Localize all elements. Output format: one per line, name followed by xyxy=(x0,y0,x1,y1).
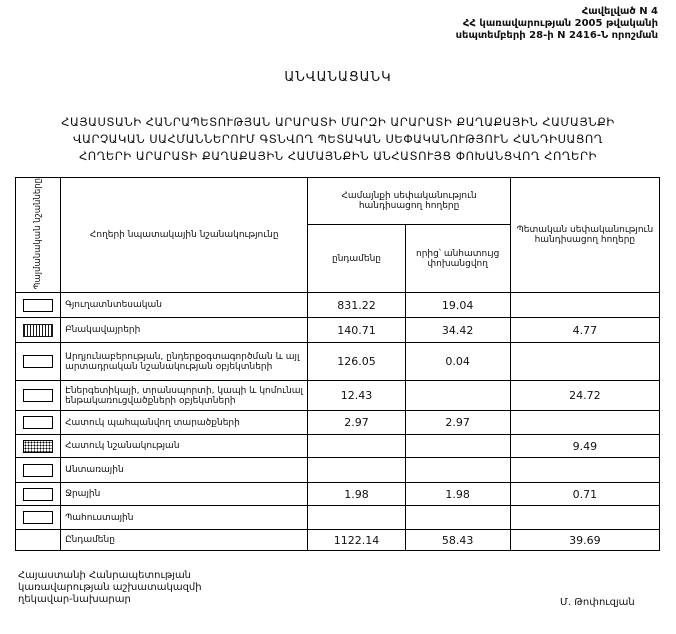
purpose-cell: Հատուկ նշանակության xyxy=(60,434,309,459)
purpose-cell: Արդյունաբերության, ընդերքօգտագործման և ա… xyxy=(60,342,309,382)
purpose-cell: Պահուստային xyxy=(60,505,309,531)
purpose-cell: Հատուկ պահպանվող տարածքների xyxy=(60,410,309,436)
subtitle-line: ՎԱՐՉԱԿԱՆ ՍԱՀՄԱՆՆԵՐՈՒՄ ԳՏՆՎՈՂ ՊԵՏԱԿԱՆ ՍԵՓ… xyxy=(73,132,603,146)
purpose-header: Հողերի նպատակային նշանակությունը xyxy=(60,176,309,294)
total-value: 1122.14 xyxy=(307,529,406,552)
value-cell: 140.71 xyxy=(307,317,406,344)
value-cell xyxy=(307,505,406,531)
table-row: Գյուղատնտեսական 831.22 19.04 xyxy=(14,292,661,319)
symbol-cell xyxy=(14,434,62,459)
purpose-cell: Բնակավայրերի xyxy=(60,317,309,344)
symbol-icon xyxy=(23,439,54,453)
total-row: Ընդամենը 1122.14 58.43 39.69 xyxy=(14,529,661,552)
symbol-icon xyxy=(23,487,54,501)
total-header: ընդամենը xyxy=(307,223,406,294)
value-cell: 9.49 xyxy=(509,434,661,459)
total-label: Ընդամենը xyxy=(60,529,309,552)
purpose-cell: Ջրային xyxy=(60,482,309,507)
symbol-cell xyxy=(14,482,62,507)
table-row: Ջրային 1.98 1.98 0.71 xyxy=(14,482,661,507)
table-row: Պահուստային xyxy=(14,505,661,531)
header-line: սեպտեմբերի 28-ի N 2416-Ն որոշման xyxy=(455,30,658,41)
value-cell xyxy=(404,505,511,531)
header-line: Հավելված N 4 xyxy=(581,6,658,17)
value-cell xyxy=(404,434,511,459)
value-cell: 1.98 xyxy=(404,482,511,507)
subtitle-line: ՀԱՅԱՍՏԱՆԻ ՀԱՆՐԱՊԵՏՈՒԹՅԱՆ ԱՐԱՐԱՏԻ ՄԱՐԶԻ Ա… xyxy=(61,115,615,129)
value-cell xyxy=(509,410,661,436)
value-cell: 1.98 xyxy=(307,482,406,507)
value-cell xyxy=(509,292,661,319)
table-row: Հատուկ նշանակության 9.49 xyxy=(14,434,661,459)
signature-line: Հայաստանի Հանրապետության xyxy=(18,570,192,581)
value-cell: 19.04 xyxy=(404,292,511,319)
table-row: Հատուկ պահպանվող տարածքների 2.97 2.97 xyxy=(14,410,661,436)
symbol-cell xyxy=(14,529,62,552)
purpose-cell: Գյուղատնտեսական xyxy=(60,292,309,319)
table-row: Էներգետիկայի, տրանսպորտի, կապի և կոմունա… xyxy=(14,380,661,412)
symbol-icon xyxy=(23,298,54,312)
value-cell: 2.97 xyxy=(404,410,511,436)
symbol-cell xyxy=(14,380,62,412)
value-cell xyxy=(307,457,406,484)
state-header: Պետական սեփականություն հանդիսացող հողերը xyxy=(509,176,661,294)
value-cell xyxy=(509,505,661,531)
signature-line: կառավարության աշխատակազմի xyxy=(18,582,202,593)
symbol-icon xyxy=(23,323,54,337)
table-row: Բնակավայրերի 140.71 34.42 4.77 xyxy=(14,317,661,344)
community-header: Համայնքի սեփականություն հանդիսացող հողեր… xyxy=(307,177,511,225)
signature: Հայաստանի Հանրապետության կառավարության աշ… xyxy=(18,570,202,606)
value-cell xyxy=(509,457,661,484)
value-cell xyxy=(404,457,511,484)
symbol-icon xyxy=(23,355,54,369)
value-cell: 0.04 xyxy=(404,342,511,382)
subtitle: ՀԱՅԱՍՏԱՆԻ ՀԱՆՐԱՊԵՏՈՒԹՅԱՆ ԱՐԱՐԱՏԻ ՄԱՐԶԻ Ա… xyxy=(0,114,676,165)
title: ԱՆՎԱՆԱՑԱՆԿ xyxy=(284,70,392,85)
symbols-header: Պայմանական նշանները xyxy=(14,176,62,294)
header-line: ՀՀ կառավարության 2005 թվականի xyxy=(462,18,658,29)
value-cell: 2.97 xyxy=(307,410,406,436)
symbol-cell xyxy=(14,457,62,484)
symbol-icon xyxy=(23,511,54,525)
table-row: Արդյունաբերության, ընդերքօգտագործման և ա… xyxy=(14,342,661,382)
value-cell: 831.22 xyxy=(307,292,406,319)
symbol-cell xyxy=(14,505,62,531)
value-cell: 24.72 xyxy=(509,380,661,412)
symbol-cell xyxy=(14,410,62,436)
value-cell: 12.43 xyxy=(307,380,406,412)
subtitle-line: ՀՈՂԵՐԻ ԱՐԱՐԱՏԻ ՔԱՂԱՔԱՅԻՆ ՀԱՄԱՅՆՔԻՆ ԱՆՀԱՏ… xyxy=(79,149,597,163)
value-cell xyxy=(404,380,511,412)
purpose-cell: Անտառային xyxy=(60,457,309,484)
value-cell: 0.71 xyxy=(509,482,661,507)
symbol-cell xyxy=(14,317,62,344)
symbol-icon xyxy=(23,463,54,477)
total-value: 58.43 xyxy=(404,529,511,552)
symbols-text: Պայմանական նշանները xyxy=(33,178,44,290)
symbol-icon xyxy=(23,389,54,403)
purpose-cell: Էներգետիկայի, տրանսպորտի, կապի և կոմունա… xyxy=(60,380,309,412)
value-cell xyxy=(307,434,406,459)
transferred-header: որից՝ անհատույց փոխանցվող xyxy=(404,223,511,294)
signature-line: ղեկավար-նախարար xyxy=(18,594,131,605)
value-cell xyxy=(509,342,661,382)
header: Հավելված N 4 ՀՀ կառավարության 2005 թվական… xyxy=(456,6,658,42)
value-cell: 4.77 xyxy=(509,317,661,344)
signatory-name: Մ. Թոփուզյան xyxy=(560,597,635,608)
value-cell: 126.05 xyxy=(307,342,406,382)
value-cell: 34.42 xyxy=(404,317,511,344)
symbol-cell xyxy=(14,292,62,319)
land-table: Պայմանական նշանները Հողերի նպատակային նշ… xyxy=(14,176,661,552)
total-value: 39.69 xyxy=(509,529,661,552)
symbol-cell xyxy=(14,342,62,382)
symbol-icon xyxy=(23,416,54,430)
table-row: Անտառային xyxy=(14,457,661,484)
